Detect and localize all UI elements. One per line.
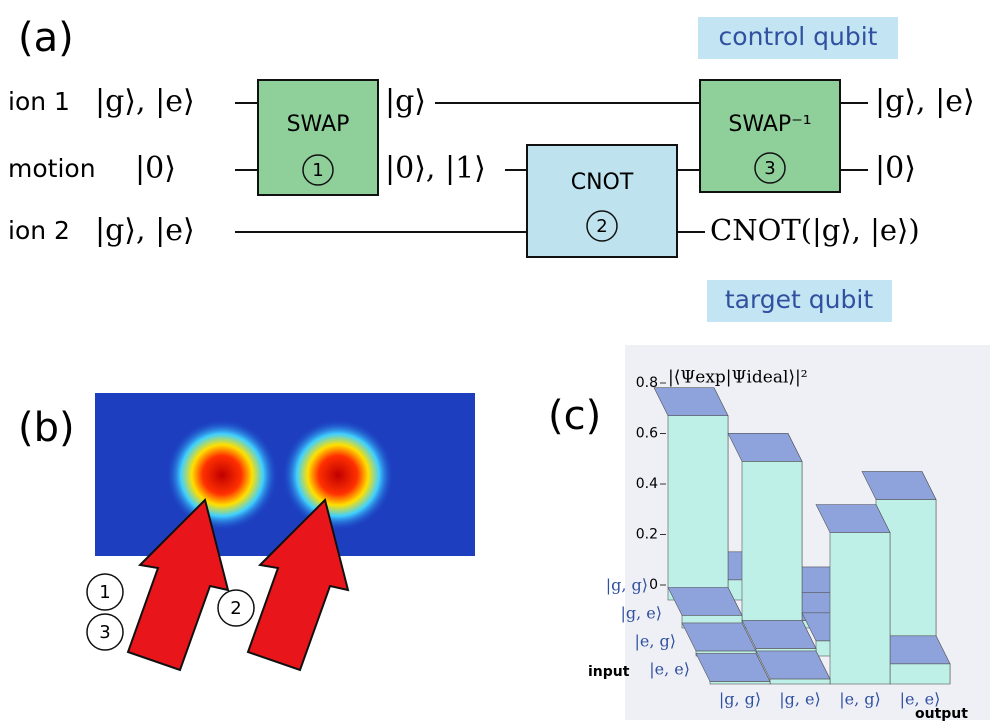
bar-front [830,533,890,685]
control-label: control qubit [719,22,878,51]
output-state: |e, g⟩ [839,690,881,709]
input-name: ion 2 [8,216,70,245]
gate-name: SWAP⁻¹ [728,112,811,137]
bar-front [668,416,728,600]
input-label: input [588,664,630,680]
gate [527,145,677,257]
panel-label: (b) [18,405,75,451]
z-tick-label: 0.4 [636,476,658,492]
z-tick-label: 0.8 [636,375,658,391]
ion [283,420,393,530]
input-name: motion [8,154,96,183]
input-state: |g, g⟩ [606,576,648,595]
input-state: |e, g⟩ [634,632,676,651]
marker: 3 [99,622,110,643]
output-state: |0⟩ [875,151,916,186]
output-state: |g⟩, |e⟩ [875,84,975,119]
input-state: |g, e⟩ [620,604,662,623]
output-state: |g, e⟩ [779,690,821,709]
marker: 2 [230,598,241,619]
z-tick-label: 0.2 [636,527,658,543]
gate-step: 2 [596,216,607,237]
input-state: |e, e⟩ [649,660,690,679]
intermediate-state: |g⟩ [385,84,426,119]
input-name: ion 1 [8,87,70,116]
gate-name: CNOT [571,170,634,195]
gate-name: SWAP [287,112,350,137]
input-state: |g⟩, |e⟩ [95,84,195,119]
bar-front [890,664,950,684]
target-label: target qubit [725,285,873,314]
bar-front [770,679,830,684]
marker: 1 [99,582,110,603]
bar-front [710,681,770,684]
output-state: CNOT(|g⟩, |e⟩) [710,213,920,247]
input-state: |0⟩ [135,151,176,186]
input-state: |g⟩, |e⟩ [95,213,195,248]
output-state: |g, g⟩ [719,690,761,709]
ion [167,420,277,530]
z-tick-label: 0.6 [636,426,658,442]
figure: (a) control qubit target qubit ion 1 |g⟩… [0,0,1007,724]
z-tick-label: 0 [649,577,658,593]
bar-front [742,461,802,628]
panel-label: (c) [548,393,601,439]
z-label: |⟨Ψexp|Ψideal⟩|² [668,368,808,388]
panel-label: (a) [18,15,74,61]
output-state: |e, e⟩ [900,690,941,709]
gate-step: 1 [312,160,323,181]
gate-step: 3 [764,158,775,179]
intermediate-state: |0⟩, |1⟩ [385,151,486,186]
